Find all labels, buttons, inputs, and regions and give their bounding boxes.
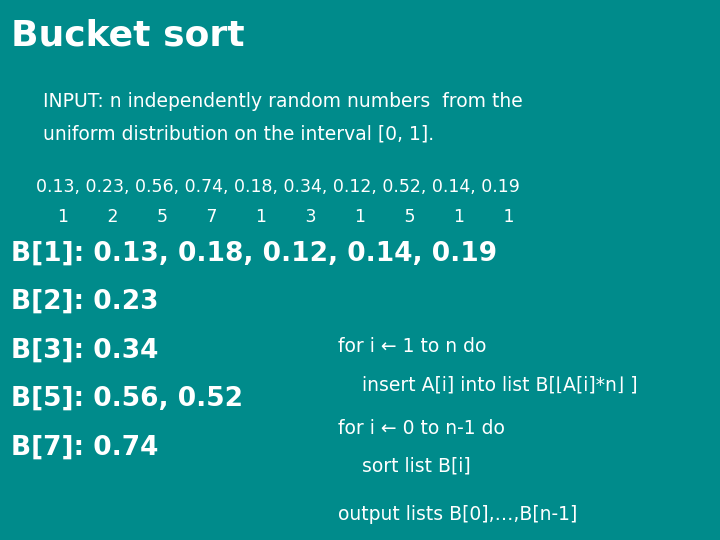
Text: INPUT: n independently random numbers  from the: INPUT: n independently random numbers fr… <box>43 92 523 111</box>
Text: uniform distribution on the interval [0, 1].: uniform distribution on the interval [0,… <box>43 124 434 143</box>
Text: B[5]: 0.56, 0.52: B[5]: 0.56, 0.52 <box>11 386 243 412</box>
Text: 1       2       5       7       1       3       1       5       1       1: 1 2 5 7 1 3 1 5 1 1 <box>36 208 515 226</box>
Text: B[2]: 0.23: B[2]: 0.23 <box>11 289 158 315</box>
Text: B[3]: 0.34: B[3]: 0.34 <box>11 338 158 363</box>
Text: for i ← 1 to n do: for i ← 1 to n do <box>338 338 487 356</box>
Text: Bucket sort: Bucket sort <box>11 19 244 53</box>
Text: 0.13, 0.23, 0.56, 0.74, 0.18, 0.34, 0.12, 0.52, 0.14, 0.19: 0.13, 0.23, 0.56, 0.74, 0.18, 0.34, 0.12… <box>36 178 520 196</box>
Text: for i ← 0 to n-1 do: for i ← 0 to n-1 do <box>338 418 505 437</box>
Text: output lists B[0],…,B[n-1]: output lists B[0],…,B[n-1] <box>338 505 577 524</box>
Text: B[7]: 0.74: B[7]: 0.74 <box>11 435 158 461</box>
Text: B[1]: 0.13, 0.18, 0.12, 0.14, 0.19: B[1]: 0.13, 0.18, 0.12, 0.14, 0.19 <box>11 240 497 266</box>
Text: insert A[i] into list B[⌊A[i]*n⌋ ]: insert A[i] into list B[⌊A[i]*n⌋ ] <box>338 375 638 394</box>
Text: sort list B[i]: sort list B[i] <box>338 456 471 475</box>
